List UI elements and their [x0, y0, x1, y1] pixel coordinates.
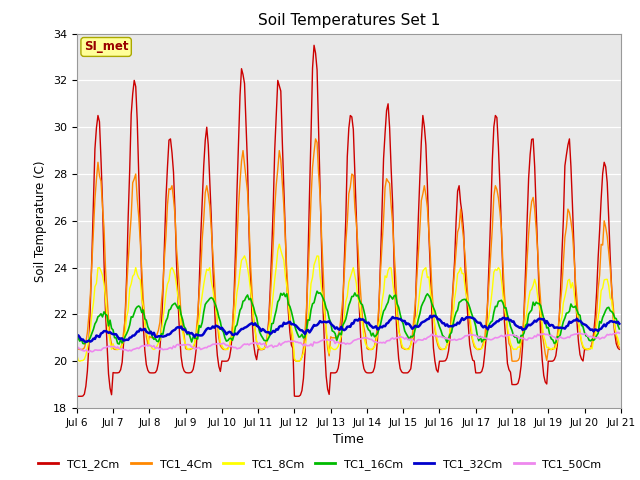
TC1_32Cm: [616, 321, 623, 326]
TC1_4Cm: [140, 297, 147, 302]
TC1_8Cm: [73, 352, 81, 358]
TC1_4Cm: [312, 136, 319, 142]
TC1_2Cm: [616, 347, 623, 352]
TC1_16Cm: [312, 293, 319, 299]
TC1_16Cm: [115, 341, 123, 347]
Line: TC1_2Cm: TC1_2Cm: [77, 45, 620, 396]
TC1_50Cm: [587, 334, 595, 339]
TC1_16Cm: [141, 316, 148, 322]
TC1_16Cm: [254, 323, 262, 328]
TC1_50Cm: [254, 341, 262, 347]
Line: TC1_50Cm: TC1_50Cm: [77, 332, 620, 352]
TC1_16Cm: [313, 288, 321, 294]
Line: TC1_32Cm: TC1_32Cm: [77, 316, 620, 342]
TC1_2Cm: [313, 67, 321, 72]
TC1_4Cm: [73, 345, 81, 350]
TC1_16Cm: [236, 307, 244, 313]
TC1_50Cm: [614, 329, 621, 335]
TC1_4Cm: [616, 345, 623, 351]
TC1_50Cm: [616, 330, 623, 336]
TC1_32Cm: [82, 339, 90, 345]
TC1_4Cm: [294, 358, 301, 364]
TC1_16Cm: [73, 332, 81, 338]
TC1_32Cm: [236, 328, 244, 334]
TC1_50Cm: [312, 340, 319, 346]
TC1_32Cm: [588, 326, 596, 332]
TC1_16Cm: [264, 338, 271, 344]
TC1_8Cm: [141, 321, 148, 326]
TC1_8Cm: [76, 358, 84, 364]
TC1_50Cm: [73, 343, 81, 349]
TC1_50Cm: [141, 343, 148, 349]
TC1_2Cm: [588, 341, 596, 347]
TC1_16Cm: [616, 326, 623, 332]
TC1_2Cm: [73, 393, 81, 399]
TC1_32Cm: [73, 332, 81, 338]
TC1_32Cm: [312, 323, 319, 328]
TC1_8Cm: [254, 342, 262, 348]
Y-axis label: Soil Temperature (C): Soil Temperature (C): [35, 160, 47, 282]
TC1_32Cm: [254, 324, 262, 329]
Title: Soil Temperatures Set 1: Soil Temperatures Set 1: [258, 13, 440, 28]
TC1_4Cm: [235, 204, 243, 210]
TC1_2Cm: [236, 93, 244, 99]
TC1_2Cm: [141, 348, 148, 353]
TC1_50Cm: [264, 345, 271, 350]
TC1_32Cm: [141, 326, 148, 332]
TC1_8Cm: [275, 241, 283, 247]
TC1_32Cm: [264, 329, 271, 335]
Line: TC1_8Cm: TC1_8Cm: [77, 244, 620, 361]
TC1_2Cm: [310, 42, 318, 48]
Text: SI_met: SI_met: [84, 40, 129, 53]
TC1_8Cm: [588, 346, 596, 352]
Line: TC1_4Cm: TC1_4Cm: [77, 139, 620, 361]
TC1_2Cm: [254, 347, 262, 352]
TC1_32Cm: [426, 313, 434, 319]
TC1_8Cm: [264, 337, 271, 343]
TC1_4Cm: [253, 340, 260, 346]
TC1_50Cm: [236, 345, 244, 351]
TC1_4Cm: [262, 343, 269, 349]
Line: TC1_16Cm: TC1_16Cm: [77, 291, 620, 344]
TC1_2Cm: [76, 394, 84, 399]
TC1_16Cm: [588, 336, 596, 342]
TC1_50Cm: [85, 349, 93, 355]
X-axis label: Time: Time: [333, 433, 364, 446]
TC1_2Cm: [264, 335, 271, 341]
TC1_8Cm: [616, 342, 623, 348]
TC1_8Cm: [313, 253, 321, 259]
Legend: TC1_2Cm, TC1_4Cm, TC1_8Cm, TC1_16Cm, TC1_32Cm, TC1_50Cm: TC1_2Cm, TC1_4Cm, TC1_8Cm, TC1_16Cm, TC1…: [34, 455, 606, 474]
TC1_8Cm: [236, 268, 244, 274]
TC1_4Cm: [588, 340, 596, 346]
TC1_4Cm: [313, 140, 321, 145]
